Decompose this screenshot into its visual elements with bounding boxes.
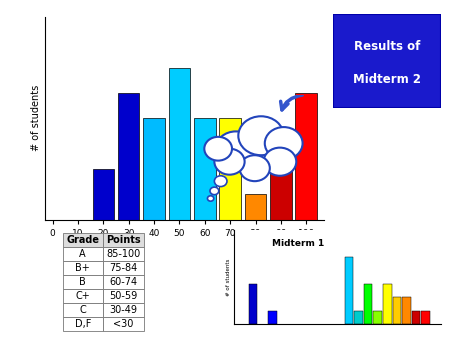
- Circle shape: [214, 149, 245, 175]
- Bar: [354, 311, 363, 324]
- Circle shape: [264, 148, 296, 176]
- Bar: [392, 297, 401, 324]
- Y-axis label: # of students: # of students: [31, 85, 41, 151]
- Bar: [364, 284, 373, 324]
- Text: Results of: Results of: [354, 40, 420, 53]
- FancyBboxPatch shape: [333, 14, 441, 108]
- Text: Midterm 1: Midterm 1: [272, 239, 324, 248]
- FancyArrowPatch shape: [281, 95, 302, 110]
- Text: points: points: [324, 247, 354, 258]
- Bar: [268, 311, 277, 324]
- Circle shape: [239, 155, 270, 181]
- Circle shape: [214, 176, 227, 187]
- Bar: [412, 311, 420, 324]
- Bar: [194, 118, 216, 220]
- Bar: [169, 68, 190, 220]
- Circle shape: [238, 116, 284, 155]
- Bar: [296, 93, 317, 220]
- Bar: [402, 297, 411, 324]
- Bar: [421, 311, 430, 324]
- Bar: [245, 194, 266, 220]
- Bar: [374, 311, 382, 324]
- Bar: [143, 118, 165, 220]
- Circle shape: [265, 127, 302, 160]
- Circle shape: [216, 131, 256, 166]
- Bar: [345, 257, 353, 324]
- Bar: [118, 93, 140, 220]
- Circle shape: [204, 137, 232, 161]
- Circle shape: [210, 187, 219, 195]
- Text: Midterm 2: Midterm 2: [353, 73, 421, 86]
- Bar: [93, 169, 114, 220]
- Bar: [220, 118, 241, 220]
- Bar: [249, 284, 257, 324]
- Bar: [270, 144, 292, 220]
- Bar: [383, 284, 392, 324]
- Circle shape: [207, 196, 214, 201]
- Y-axis label: # of students: # of students: [226, 259, 231, 296]
